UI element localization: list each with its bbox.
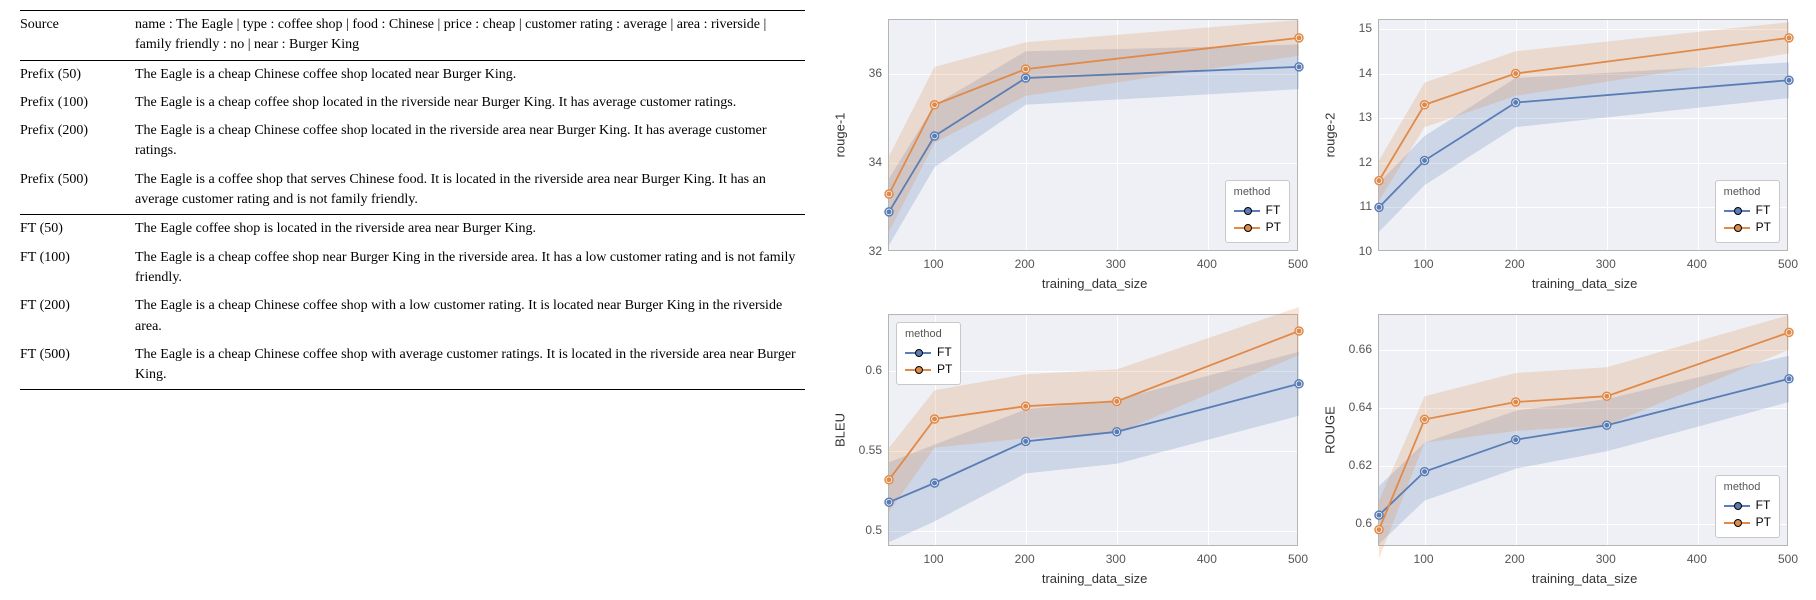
charts-grid: 32 34 36 100 200 300 400 500 rouge-1 training_dat… xyxy=(820,0,1816,600)
y-tick: 14 xyxy=(1332,66,1372,80)
x-tick: 500 xyxy=(1778,552,1798,566)
legend-item-PT: PT xyxy=(1724,219,1771,236)
legend-title: method xyxy=(1724,185,1771,200)
legend-label: PT xyxy=(1756,219,1771,236)
row-content: The Eagle coffee shop is located in the … xyxy=(135,215,805,244)
chart-rouge1: 32 34 36 100 200 300 400 500 rouge-1 training_dat… xyxy=(830,5,1320,297)
legend-title: method xyxy=(905,327,952,342)
row-label: FT (50) xyxy=(20,215,135,244)
y-tick: 0.5 xyxy=(842,523,882,537)
x-tick: 100 xyxy=(924,552,944,566)
y-tick: 0.64 xyxy=(1332,400,1372,414)
results-table: Sourcename : The Eagle | type : coffee s… xyxy=(20,10,805,390)
y-tick: 32 xyxy=(842,244,882,258)
y-tick: 0.6 xyxy=(1332,516,1372,530)
row-content: The Eagle is a cheap Chinese coffee shop… xyxy=(135,341,805,390)
x-tick: 100 xyxy=(1414,552,1434,566)
x-tick: 300 xyxy=(1106,552,1126,566)
x-tick: 400 xyxy=(1687,257,1707,271)
legend-item-FT: FT xyxy=(905,344,952,361)
legend-item-PT: PT xyxy=(905,361,952,378)
row-label: FT (200) xyxy=(20,292,135,341)
y-axis-label: rouge-1 xyxy=(833,113,848,158)
y-tick: 34 xyxy=(842,155,882,169)
legend-item-PT: PT xyxy=(1234,219,1281,236)
x-tick: 100 xyxy=(924,257,944,271)
legend-label: PT xyxy=(1756,514,1771,531)
results-table-section: Sourcename : The Eagle | type : coffee s… xyxy=(0,0,820,600)
legend-title: method xyxy=(1724,480,1771,495)
y-axis-label: BLEU xyxy=(833,413,848,447)
x-tick: 200 xyxy=(1505,552,1525,566)
legend: method FTPT xyxy=(1715,475,1780,538)
legend-label: FT xyxy=(1756,202,1771,219)
x-tick: 500 xyxy=(1288,257,1308,271)
y-tick: 13 xyxy=(1332,110,1372,124)
y-axis-label: rouge-2 xyxy=(1323,113,1338,158)
x-tick: 500 xyxy=(1288,552,1308,566)
y-tick: 0.55 xyxy=(842,443,882,457)
legend-item-FT: FT xyxy=(1724,497,1771,514)
x-tick: 400 xyxy=(1197,552,1217,566)
x-tick: 200 xyxy=(1015,257,1035,271)
x-tick: 200 xyxy=(1505,257,1525,271)
legend-label: FT xyxy=(1756,497,1771,514)
legend-label: FT xyxy=(937,344,952,361)
legend-label: FT xyxy=(1266,202,1281,219)
row-label: FT (100) xyxy=(20,244,135,293)
results-table-body: Sourcename : The Eagle | type : coffee s… xyxy=(20,11,805,390)
row-content: The Eagle is a cheap Chinese coffee shop… xyxy=(135,60,805,89)
legend-item-FT: FT xyxy=(1234,202,1281,219)
x-axis-label: training_data_size xyxy=(1532,571,1638,586)
row-label: Prefix (50) xyxy=(20,60,135,89)
y-tick: 12 xyxy=(1332,155,1372,169)
row-label: FT (500) xyxy=(20,341,135,390)
legend: method FTPT xyxy=(1225,180,1290,243)
legend-item-FT: FT xyxy=(1724,202,1771,219)
y-tick: 0.62 xyxy=(1332,458,1372,472)
row-label: Prefix (100) xyxy=(20,89,135,117)
y-tick: 36 xyxy=(842,66,882,80)
row-content: The Eagle is a cheap coffee shop near Bu… xyxy=(135,244,805,293)
y-axis-label: ROUGE xyxy=(1323,406,1338,454)
x-tick: 300 xyxy=(1596,552,1616,566)
y-tick: 11 xyxy=(1332,199,1372,213)
legend-item-PT: PT xyxy=(1724,514,1771,531)
x-axis-label: training_data_size xyxy=(1042,276,1148,291)
y-tick: 10 xyxy=(1332,244,1372,258)
x-axis-label: training_data_size xyxy=(1532,276,1638,291)
legend-label: PT xyxy=(937,361,952,378)
x-tick: 500 xyxy=(1778,257,1798,271)
row-content: The Eagle is a coffee shop that serves C… xyxy=(135,166,805,215)
chart-rouge: 0.6 0.62 0.64 0.66 100 200 300 400 500 ROUGE train… xyxy=(1320,300,1810,592)
x-tick: 100 xyxy=(1414,257,1434,271)
x-tick: 400 xyxy=(1197,257,1217,271)
legend-label: PT xyxy=(1266,219,1281,236)
row-content: name : The Eagle | type : coffee shop | … xyxy=(135,11,805,61)
y-tick: 15 xyxy=(1332,21,1372,35)
legend-title: method xyxy=(1234,185,1281,200)
row-label: Prefix (200) xyxy=(20,117,135,166)
x-tick: 300 xyxy=(1596,257,1616,271)
x-tick: 400 xyxy=(1687,552,1707,566)
row-label: Source xyxy=(20,11,135,61)
chart-rouge2: 10 11 12 13 14 15 100 200 300 400 500 rouge-2 traini… xyxy=(1320,5,1810,297)
x-tick: 300 xyxy=(1106,257,1126,271)
x-axis-label: training_data_size xyxy=(1042,571,1148,586)
row-content: The Eagle is a cheap Chinese coffee shop… xyxy=(135,117,805,166)
row-content: The Eagle is a cheap coffee shop located… xyxy=(135,89,805,117)
y-tick: 0.66 xyxy=(1332,342,1372,356)
legend: method FTPT xyxy=(896,322,961,385)
legend: method FTPT xyxy=(1715,180,1780,243)
row-label: Prefix (500) xyxy=(20,166,135,215)
row-content: The Eagle is a cheap Chinese coffee shop… xyxy=(135,292,805,341)
y-tick: 0.6 xyxy=(842,363,882,377)
x-tick: 200 xyxy=(1015,552,1035,566)
chart-bleu: 0.5 0.55 0.6 100 200 300 400 500 BLEU training_da… xyxy=(830,300,1320,592)
